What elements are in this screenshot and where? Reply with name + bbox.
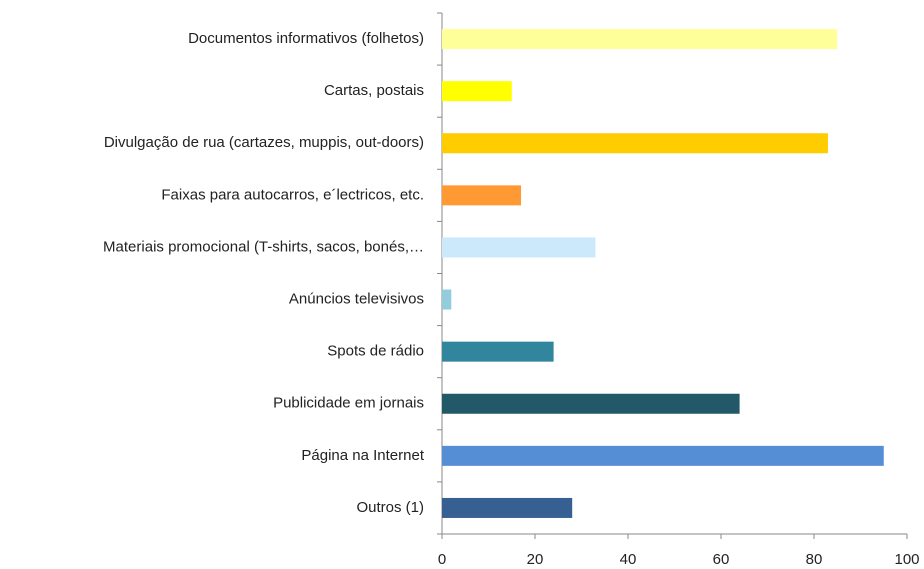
bar (442, 81, 512, 102)
bar (442, 393, 740, 414)
y-tick-label: Divulgação de rua (cartazes, muppis, out… (104, 134, 424, 151)
x-tick-label: 0 (438, 551, 446, 568)
bar (442, 133, 828, 154)
bar (442, 29, 838, 50)
y-tick-label: Anúncios televisivos (289, 291, 424, 308)
x-tick-label: 80 (806, 551, 823, 568)
x-tick-label: 100 (894, 551, 919, 568)
y-tick-label: Publicidade em jornais (273, 395, 424, 412)
bar (442, 497, 573, 518)
bar (442, 185, 522, 206)
x-tick-label: 40 (620, 551, 637, 568)
x-tick-label: 20 (527, 551, 544, 568)
bar (442, 289, 452, 310)
y-tick-label: Faixas para autocarros, e´lectricos, etc… (161, 186, 424, 203)
bar (442, 237, 596, 258)
y-tick-label: Cartas, postais (324, 82, 424, 99)
y-tick-label: Materiais promocional (T-shirts, sacos, … (103, 238, 424, 255)
y-tick-label: Página na Internet (301, 447, 424, 464)
bar (442, 445, 884, 466)
y-tick-label: Documentos informativos (folhetos) (188, 30, 424, 47)
bar (442, 341, 554, 362)
x-tick-label: 60 (713, 551, 730, 568)
y-tick-label: Spots de rádio (327, 343, 424, 360)
y-tick-label: Outros (1) (356, 499, 424, 516)
